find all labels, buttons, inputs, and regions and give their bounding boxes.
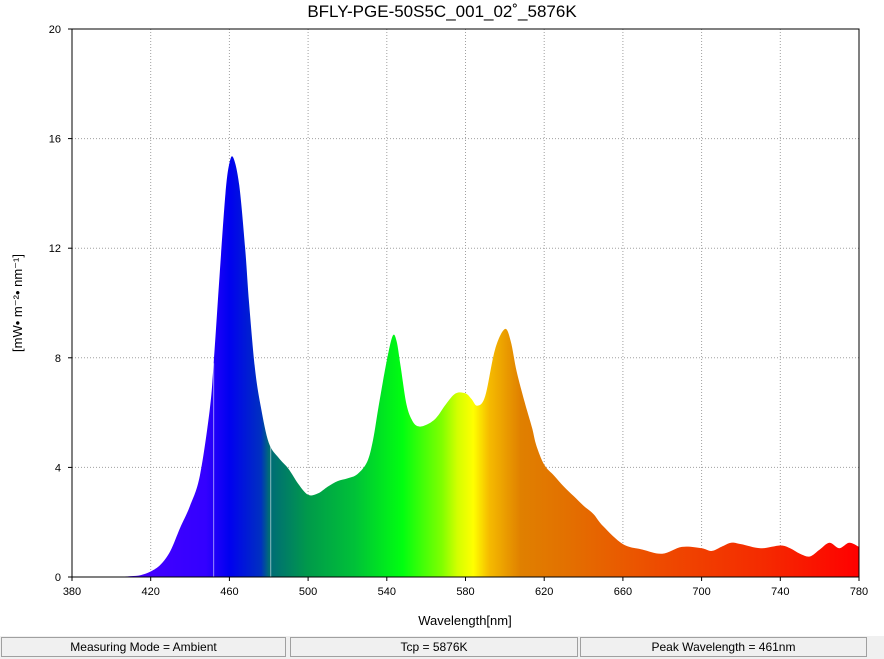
x-tick-label: 460 <box>220 586 238 598</box>
x-tick-label: 780 <box>850 586 868 598</box>
status-peak-wavelength: Peak Wavelength = 461nm <box>580 637 867 657</box>
y-tick-label: 12 <box>49 243 61 255</box>
status-bar: Measuring Mode = Ambient Tcp = 5876K Pea… <box>0 636 884 659</box>
x-tick-label: 700 <box>692 586 710 598</box>
x-axis-ticks: 380 420 460 500 540 580 620 660 700 740 780 <box>63 577 868 598</box>
y-tick-label: 0 <box>55 572 61 584</box>
x-tick-label: 660 <box>614 586 632 598</box>
x-tick-label: 540 <box>378 586 396 598</box>
status-tcp: Tcp = 5876K <box>290 637 578 657</box>
y-axis-ticks: 0 4 8 12 16 20 <box>49 24 72 584</box>
x-tick-label: 420 <box>142 586 160 598</box>
chart-title: BFLY-PGE-50S5C_001_02˚_5876K <box>307 2 577 21</box>
x-axis-label: Wavelength[nm] <box>418 613 511 628</box>
y-tick-label: 8 <box>55 353 61 365</box>
x-tick-label: 740 <box>771 586 789 598</box>
status-measuring-mode: Measuring Mode = Ambient <box>1 637 286 657</box>
x-tick-label: 380 <box>63 586 81 598</box>
y-tick-label: 4 <box>55 462 61 474</box>
y-tick-label: 16 <box>49 134 61 146</box>
marker-lines <box>213 363 272 577</box>
x-tick-label: 500 <box>299 586 317 598</box>
spectrum-area <box>72 156 859 577</box>
x-tick-label: 580 <box>456 586 474 598</box>
y-tick-label: 20 <box>49 24 61 36</box>
spectrum-chart: 380 420 460 500 540 580 620 660 700 740 780 0 4 8 12 1… <box>10 24 868 628</box>
y-axis-label: [mW• m⁻²• nm⁻¹] <box>10 254 25 352</box>
x-tick-label: 620 <box>535 586 553 598</box>
